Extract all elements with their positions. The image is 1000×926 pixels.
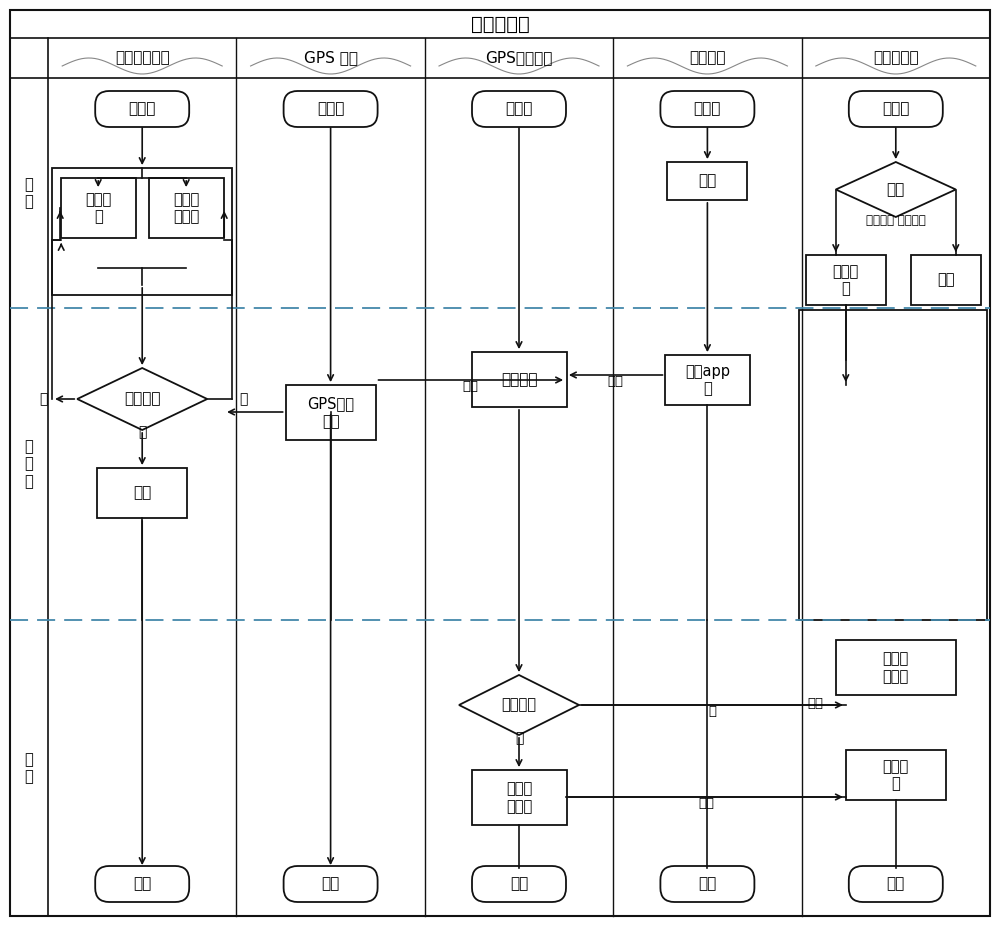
Text: 停
止: 停 止 xyxy=(25,752,33,784)
Text: GPS实时
定位: GPS实时 定位 xyxy=(307,396,354,429)
Bar xyxy=(799,310,987,620)
Text: 生成行
驶报告: 生成行 驶报告 xyxy=(506,782,532,814)
Text: 否: 否 xyxy=(708,705,716,718)
Bar xyxy=(667,162,747,200)
Bar xyxy=(911,255,981,305)
Text: 初始化: 初始化 xyxy=(317,102,344,117)
Text: 上传: 上传 xyxy=(698,797,714,810)
Text: 初始化: 初始化 xyxy=(694,102,721,117)
FancyBboxPatch shape xyxy=(660,91,754,127)
Polygon shape xyxy=(459,675,579,735)
Text: 手机app
端: 手机app 端 xyxy=(685,364,730,396)
FancyBboxPatch shape xyxy=(95,866,189,902)
Bar xyxy=(806,255,886,305)
FancyBboxPatch shape xyxy=(849,91,943,127)
Text: 结束: 结束 xyxy=(698,877,717,892)
Bar xyxy=(61,178,136,238)
Text: 采集图
像: 采集图 像 xyxy=(85,192,111,224)
Text: GPS 定位: GPS 定位 xyxy=(304,51,358,66)
Text: 总体流程图: 总体流程图 xyxy=(471,15,529,33)
Text: 否: 否 xyxy=(39,392,47,406)
Text: 初始化: 初始化 xyxy=(129,102,156,117)
Bar xyxy=(846,750,946,800)
Text: 判断疲劳: 判断疲劳 xyxy=(124,392,160,407)
Text: 等待: 等待 xyxy=(937,272,955,287)
FancyBboxPatch shape xyxy=(660,866,754,902)
Text: 疲劳检测模块: 疲劳检测模块 xyxy=(115,51,170,66)
Text: 发送紧
急通知: 发送紧 急通知 xyxy=(883,651,909,683)
Text: 选择: 选择 xyxy=(887,182,905,197)
Text: 结束: 结束 xyxy=(321,877,340,892)
Text: 报警: 报警 xyxy=(133,485,151,500)
Polygon shape xyxy=(77,368,207,430)
Text: 访问: 访问 xyxy=(808,697,824,710)
Text: 初始化: 初始化 xyxy=(882,102,909,117)
Text: 提取信息: 提取信息 xyxy=(501,372,537,387)
Text: 结束: 结束 xyxy=(510,877,528,892)
Text: 初始化: 初始化 xyxy=(505,102,533,117)
Text: 是: 是 xyxy=(515,731,523,745)
Text: 监控窗
口: 监控窗 口 xyxy=(833,264,859,296)
Text: 采集速
度信息: 采集速 度信息 xyxy=(173,192,199,224)
Text: GPS行驶记录: GPS行驶记录 xyxy=(485,51,553,66)
Text: 手机终端: 手机终端 xyxy=(689,51,726,66)
Text: 待
驾: 待 驾 xyxy=(25,177,33,209)
Text: 行
驶
中: 行 驶 中 xyxy=(25,439,33,489)
Polygon shape xyxy=(836,162,956,217)
FancyBboxPatch shape xyxy=(284,866,378,902)
FancyBboxPatch shape xyxy=(472,866,566,902)
FancyBboxPatch shape xyxy=(284,91,378,127)
Bar xyxy=(472,770,566,825)
Text: 否: 否 xyxy=(239,392,248,406)
Bar xyxy=(665,355,750,405)
Bar xyxy=(286,385,376,440)
Bar xyxy=(52,168,232,295)
FancyBboxPatch shape xyxy=(849,866,943,902)
Text: 结束: 结束 xyxy=(133,877,151,892)
Text: 企业用户 个人用户: 企业用户 个人用户 xyxy=(866,214,926,227)
Text: 反馈: 反馈 xyxy=(463,380,479,393)
Text: 交互: 交互 xyxy=(608,375,624,388)
Bar xyxy=(472,352,566,407)
Text: 是: 是 xyxy=(138,425,146,439)
Bar xyxy=(149,178,224,238)
Text: 云端保
存: 云端保 存 xyxy=(883,758,909,791)
FancyBboxPatch shape xyxy=(95,91,189,127)
Text: 结束: 结束 xyxy=(887,877,905,892)
FancyBboxPatch shape xyxy=(472,91,566,127)
Text: 自然熄火: 自然熄火 xyxy=(502,697,536,712)
Bar xyxy=(97,468,187,518)
Bar xyxy=(836,640,956,695)
Text: 蓝牙: 蓝牙 xyxy=(698,173,717,189)
Text: 互联网终端: 互联网终端 xyxy=(873,51,919,66)
